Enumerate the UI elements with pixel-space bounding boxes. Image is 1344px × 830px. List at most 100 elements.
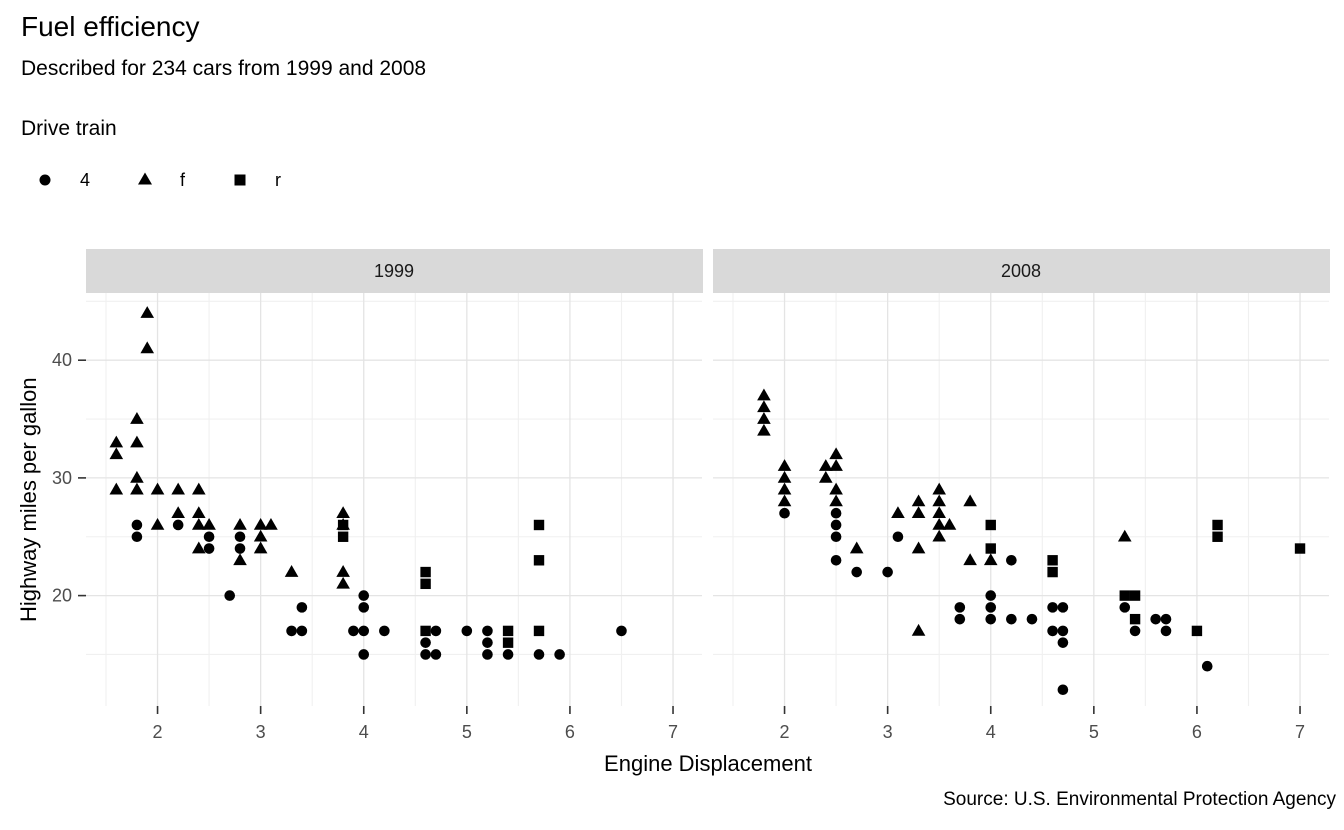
data-point — [963, 494, 977, 507]
data-point — [777, 494, 792, 507]
data-point — [892, 531, 904, 543]
data-point — [336, 517, 350, 530]
data-point — [233, 517, 247, 530]
data-point — [336, 565, 350, 577]
data-point — [830, 531, 842, 543]
data-point — [891, 506, 905, 519]
data-point — [286, 625, 297, 637]
facet-strip — [713, 249, 1330, 293]
data-point — [851, 566, 863, 578]
data-point — [109, 435, 124, 448]
data-point — [358, 625, 370, 637]
x-tick-label: 4 — [359, 722, 369, 742]
data-point — [284, 565, 299, 577]
data-point — [1057, 637, 1069, 648]
triangle-marker-icon — [138, 172, 153, 185]
data-point — [757, 388, 771, 401]
data-point — [131, 519, 143, 531]
x-tick-label: 3 — [256, 722, 266, 742]
data-point — [130, 482, 144, 495]
data-point — [1129, 590, 1141, 601]
data-point — [502, 625, 514, 637]
data-point — [358, 649, 370, 660]
data-point — [150, 482, 165, 495]
data-point — [191, 517, 206, 530]
x-tick-label: 7 — [668, 722, 678, 742]
data-point — [777, 470, 792, 483]
data-point — [420, 625, 431, 637]
data-point — [379, 625, 390, 637]
data-point — [502, 649, 514, 660]
data-point — [1119, 590, 1130, 601]
data-point — [1129, 613, 1141, 625]
data-point — [985, 613, 997, 625]
data-point — [1150, 613, 1161, 625]
data-point — [1047, 566, 1058, 578]
data-point — [818, 459, 833, 471]
data-point — [109, 482, 124, 495]
data-point — [233, 553, 247, 566]
data-point — [829, 482, 843, 495]
data-point — [911, 623, 926, 636]
data-point — [1212, 519, 1223, 531]
data-point — [1057, 602, 1069, 613]
data-point — [336, 506, 350, 519]
data-point — [1047, 625, 1058, 637]
data-point — [1212, 531, 1223, 542]
y-tick-label: 30 — [52, 468, 72, 488]
drive-train-legend: 4 f r — [32, 167, 323, 193]
facet-strip-label: 1999 — [374, 261, 414, 281]
data-point — [1160, 625, 1172, 637]
data-point — [533, 625, 545, 637]
data-point — [234, 531, 246, 543]
legend-item-r: r — [227, 167, 281, 193]
data-point — [1294, 543, 1306, 554]
data-point — [963, 553, 977, 566]
data-point — [482, 649, 493, 660]
legend-title: Drive train — [21, 117, 117, 140]
data-point — [932, 517, 946, 530]
data-point — [757, 423, 771, 436]
data-point — [131, 531, 143, 543]
data-point — [430, 625, 442, 637]
data-point — [348, 625, 359, 637]
chart-subtitle: Described for 234 cars from 1999 and 200… — [21, 57, 427, 80]
data-point — [172, 519, 184, 531]
data-point — [533, 519, 545, 531]
data-point — [1129, 625, 1141, 637]
square-marker-icon — [234, 174, 246, 186]
legend-item-f: f — [132, 167, 185, 193]
data-point — [130, 470, 144, 483]
data-point — [777, 459, 792, 471]
x-tick-label: 5 — [462, 722, 472, 742]
data-point — [202, 517, 216, 530]
y-tick-label: 40 — [52, 350, 72, 370]
data-point — [130, 435, 144, 448]
data-point — [533, 555, 545, 566]
data-point — [1057, 684, 1069, 696]
data-point — [1117, 529, 1132, 542]
data-point — [420, 566, 431, 578]
facet-strip-label: 2008 — [1001, 261, 1041, 281]
data-point — [779, 507, 790, 519]
data-point — [1201, 660, 1213, 672]
data-point — [191, 482, 206, 495]
data-point — [253, 541, 268, 554]
data-point — [829, 494, 843, 507]
x-tick-label: 4 — [986, 722, 996, 742]
y-axis-title: Highway miles per gallon — [16, 377, 41, 622]
data-point — [203, 543, 215, 554]
data-point — [171, 506, 185, 519]
data-point — [140, 306, 155, 318]
data-point — [777, 482, 792, 495]
data-point — [1160, 613, 1172, 625]
data-point — [1047, 555, 1058, 566]
data-point — [911, 494, 926, 507]
data-point — [1006, 613, 1017, 625]
legend-item-4: 4 — [32, 167, 90, 193]
data-point — [985, 543, 996, 554]
data-point — [203, 531, 215, 543]
data-point — [140, 341, 155, 354]
x-tick-label: 7 — [1295, 722, 1305, 742]
